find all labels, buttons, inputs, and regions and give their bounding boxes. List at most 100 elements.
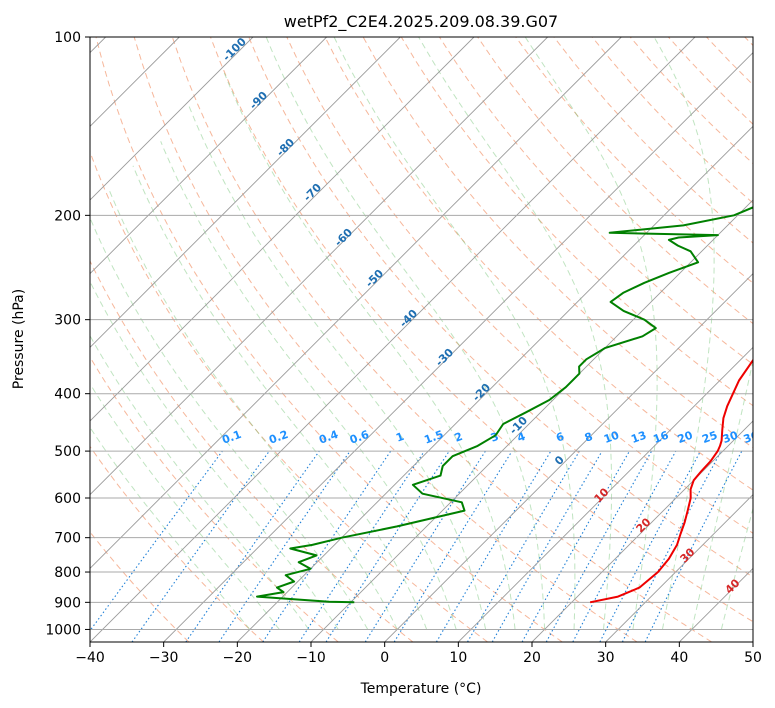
isotherm-line: [90, 37, 254, 201]
temperature-profile-line: [589, 358, 753, 604]
moist-adiabat-line: [90, 216, 369, 630]
mixing-ratio-label: 2: [453, 430, 465, 445]
mixing-ratio-label: 25: [700, 429, 719, 446]
dry-adiabat-line: [171, 37, 712, 642]
dry-adiabat-line: [95, 37, 563, 642]
mixing-ratio-line: [644, 450, 743, 642]
mixing-ratio-line: [131, 450, 270, 642]
dry-adiabat-line: [90, 445, 264, 642]
moist-adiabat-line: [90, 426, 251, 630]
mixing-ratio-line: [545, 450, 653, 642]
plot-frame: [89, 36, 754, 643]
moist-adiabat-line: [160, 141, 457, 630]
mixing-ratio-label: 0.6: [348, 428, 371, 447]
x-tick-label: 20: [523, 650, 541, 666]
y-tick-label: 200: [54, 208, 81, 224]
x-tick-label: 0: [380, 650, 389, 666]
x-tick-label: 40: [670, 650, 688, 666]
x-tick-label: 10: [449, 650, 467, 666]
mixing-ratio-line: [262, 450, 392, 642]
moist-adiabat-line: [223, 72, 516, 630]
mixing-ratio-label: 1.5: [422, 428, 445, 447]
moist-adiabat-line: [187, 104, 487, 630]
mixing-ratio-line: [572, 450, 677, 642]
mixing-ratio-label: 36: [742, 428, 761, 446]
isotherm-line: [237, 125, 753, 642]
mixing-ratio-label: 0.1: [220, 428, 243, 447]
moist-adiabat-line: [107, 188, 398, 630]
moist-adiabat-line: [691, 358, 753, 630]
dry-adiabat-line: [90, 259, 414, 642]
y-tick-label: 100: [54, 30, 81, 46]
x-axis-title: Temperature (°C): [360, 681, 482, 697]
isotherm-line: [605, 494, 753, 642]
isotherm-line: [531, 420, 753, 642]
chart-title: wetPf2_C2E4.2025.209.08.39.G07: [284, 12, 558, 32]
dry-adiabat-line: [324, 37, 753, 491]
y-tick-label: 400: [54, 387, 81, 403]
profile-series: [256, 206, 753, 604]
mixing-ratio-label: 13: [629, 429, 648, 446]
mixing-ratio-label: 10: [602, 428, 621, 446]
mixing-ratio-line: [218, 450, 351, 642]
mixing-ratio-line: [325, 450, 450, 642]
isotherm-line: [90, 37, 622, 569]
mixing-ratio-label: 8: [583, 430, 595, 445]
x-axis: −40 −30 −20 −10 0 10 20 30 40 50: [75, 642, 762, 666]
moist-adiabat-line: [132, 165, 428, 630]
moist-adiabat-line: [418, 37, 613, 630]
isotherm-line: [163, 52, 753, 642]
y-tick-label: 500: [54, 444, 81, 460]
moist-adiabat-line: [265, 37, 546, 630]
mixing-ratio-label: 30: [721, 428, 740, 446]
mixing-ratio-label: 4: [515, 430, 527, 445]
mixing-ratio-label: 0.2: [267, 428, 290, 447]
dewpoint-profile-line: [256, 206, 753, 604]
moist-adiabat-line: [90, 280, 339, 630]
isotherm-line: [90, 37, 696, 642]
x-tick-label: 30: [597, 650, 615, 666]
isotherm-line: [90, 37, 401, 348]
mixing-ratio-label: 16: [651, 428, 670, 446]
isotherm-line: [90, 37, 475, 422]
x-tick-label: −30: [149, 650, 179, 666]
y-axis: 100 200 300 400 500 600 700 800 900 1000: [45, 30, 90, 638]
dry-adiabat-line: [515, 37, 753, 284]
y-tick-label: 600: [54, 491, 81, 507]
dry-adiabat-line: [286, 37, 753, 534]
mixing-ratio-label: 3: [489, 430, 501, 445]
mixing-ratio-line: [185, 450, 320, 642]
moist-adiabat-line: [90, 334, 310, 630]
mixing-ratio-line: [393, 450, 513, 642]
mixing-ratio-label: 6: [554, 430, 566, 445]
y-tick-label: 300: [54, 313, 81, 329]
plot-background: [90, 37, 753, 642]
y-tick-label: 800: [54, 565, 81, 581]
y-tick-label: 1000: [45, 622, 81, 638]
x-tick-label: −40: [75, 650, 105, 666]
isotherm-line: [752, 641, 753, 642]
mixing-ratio-label: 0.4: [317, 428, 340, 447]
x-tick-label: −10: [296, 650, 326, 666]
mixing-ratio-label: 1: [394, 430, 406, 445]
mixing-ratio-line: [90, 450, 223, 632]
x-tick-label: 50: [744, 650, 762, 666]
isotherm-line: [384, 273, 753, 642]
y-tick-label: 700: [54, 531, 81, 547]
y-axis-title: Pressure (hPa): [11, 289, 27, 389]
mixing-ratio-line: [521, 450, 630, 642]
dry-adiabat-line: [210, 37, 753, 623]
moist-adiabat-line: [653, 37, 715, 630]
dry-adiabat-line: [248, 37, 753, 578]
isotherm-line: [90, 37, 548, 496]
grid-lines: [90, 37, 753, 642]
isotherm-line: [458, 346, 753, 642]
isotherm-line: [90, 37, 327, 275]
background-lines: [90, 37, 753, 642]
mixing-ratio-label: 20: [676, 428, 695, 446]
moist-adiabat-line: [720, 506, 753, 630]
mixing-ratio-line: [298, 450, 425, 642]
x-tick-label: −20: [223, 650, 253, 666]
y-tick-label: 900: [54, 595, 81, 611]
